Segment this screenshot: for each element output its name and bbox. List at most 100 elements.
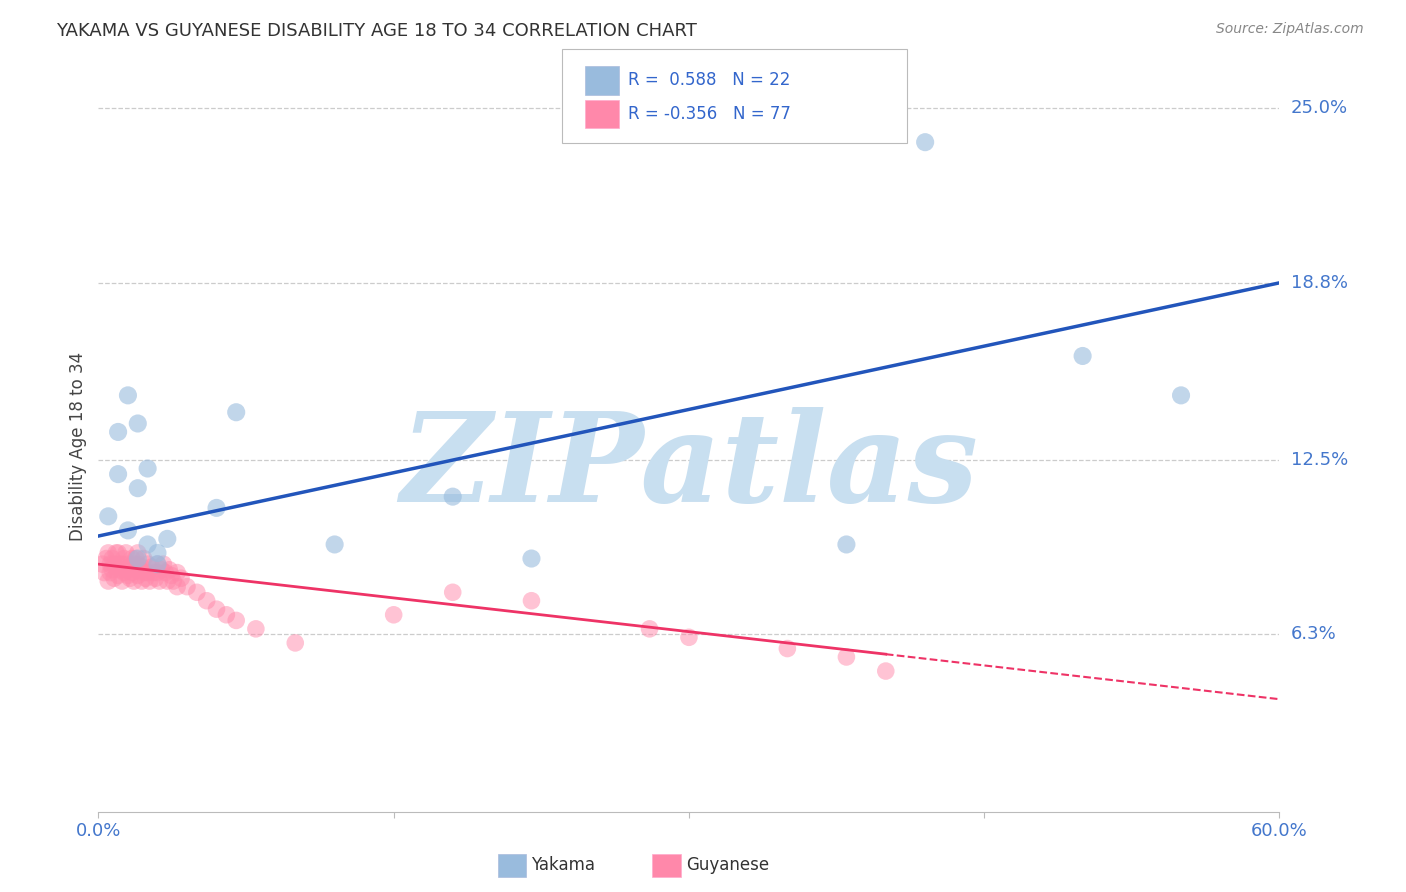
Point xyxy=(136,461,159,475)
Point xyxy=(127,481,149,495)
Text: 6.3%: 6.3% xyxy=(1291,625,1336,643)
Point xyxy=(98,557,121,571)
Point xyxy=(170,571,193,585)
Point xyxy=(91,557,114,571)
Point xyxy=(146,566,169,580)
Point xyxy=(205,602,228,616)
Point xyxy=(162,574,184,588)
Point xyxy=(136,557,159,571)
Text: R = -0.356   N = 77: R = -0.356 N = 77 xyxy=(628,105,792,123)
Point xyxy=(118,560,141,574)
Point xyxy=(155,566,177,580)
Point xyxy=(150,563,173,577)
Point xyxy=(166,580,188,594)
Point xyxy=(105,560,128,574)
Text: Yakama: Yakama xyxy=(531,856,596,874)
Point xyxy=(112,566,135,580)
Point xyxy=(115,546,138,560)
Point xyxy=(146,557,169,571)
Point xyxy=(225,614,247,628)
Point xyxy=(441,585,464,599)
Text: Guyanese: Guyanese xyxy=(686,856,769,874)
Point xyxy=(93,566,115,580)
Point xyxy=(1071,349,1094,363)
Point xyxy=(678,630,700,644)
Point xyxy=(107,467,129,482)
Point xyxy=(122,574,145,588)
Point xyxy=(176,580,198,594)
Point xyxy=(835,650,858,665)
Point xyxy=(195,593,218,607)
Point xyxy=(284,636,307,650)
Point xyxy=(103,557,125,571)
Point xyxy=(111,557,134,571)
Point xyxy=(157,563,180,577)
Point xyxy=(117,524,139,538)
Point xyxy=(156,574,179,588)
Point xyxy=(111,574,134,588)
Point xyxy=(152,557,174,571)
Point xyxy=(127,417,149,431)
Point xyxy=(225,405,247,419)
Point xyxy=(117,388,139,402)
Point xyxy=(127,557,149,571)
Point xyxy=(520,551,543,566)
Point xyxy=(148,574,170,588)
Y-axis label: Disability Age 18 to 34: Disability Age 18 to 34 xyxy=(69,351,87,541)
Point xyxy=(156,532,179,546)
Point xyxy=(138,574,160,588)
Point xyxy=(1170,388,1192,402)
Point xyxy=(136,566,159,580)
Point xyxy=(122,557,145,571)
Point xyxy=(125,551,148,566)
Point xyxy=(127,568,149,582)
Point xyxy=(205,500,228,515)
Point xyxy=(142,566,165,580)
Point xyxy=(97,574,120,588)
Point xyxy=(132,551,155,566)
Point xyxy=(186,585,208,599)
Point xyxy=(117,568,139,582)
Point xyxy=(382,607,405,622)
Point xyxy=(108,563,131,577)
Point xyxy=(112,551,135,566)
Point xyxy=(132,566,155,580)
Point xyxy=(136,537,159,551)
Point xyxy=(107,425,129,439)
Point xyxy=(441,490,464,504)
Point xyxy=(323,537,346,551)
Text: 25.0%: 25.0% xyxy=(1291,99,1348,118)
Point xyxy=(638,622,661,636)
Text: Source: ZipAtlas.com: Source: ZipAtlas.com xyxy=(1216,22,1364,37)
Point xyxy=(128,563,150,577)
Text: R =  0.588   N = 22: R = 0.588 N = 22 xyxy=(628,71,790,89)
Point xyxy=(520,593,543,607)
Point xyxy=(135,571,157,585)
Text: 18.8%: 18.8% xyxy=(1291,274,1347,292)
Point xyxy=(107,546,129,560)
Point xyxy=(107,557,129,571)
Point xyxy=(96,551,118,566)
Point xyxy=(141,560,163,574)
Point xyxy=(101,551,124,566)
Point xyxy=(245,622,267,636)
Point xyxy=(131,560,153,574)
Point xyxy=(101,563,124,577)
Point xyxy=(166,566,188,580)
Point xyxy=(776,641,799,656)
Point xyxy=(131,574,153,588)
Point xyxy=(121,551,143,566)
Point xyxy=(97,509,120,524)
Point xyxy=(98,566,121,580)
Text: 12.5%: 12.5% xyxy=(1291,451,1348,469)
Point xyxy=(835,537,858,551)
Point xyxy=(914,135,936,149)
Point xyxy=(125,563,148,577)
Point xyxy=(875,664,897,678)
Point xyxy=(146,546,169,560)
Point xyxy=(127,551,149,566)
Point xyxy=(115,563,138,577)
Point xyxy=(146,557,169,571)
Point xyxy=(107,568,129,582)
Text: YAKAMA VS GUYANESE DISABILITY AGE 18 TO 34 CORRELATION CHART: YAKAMA VS GUYANESE DISABILITY AGE 18 TO … xyxy=(56,22,697,40)
